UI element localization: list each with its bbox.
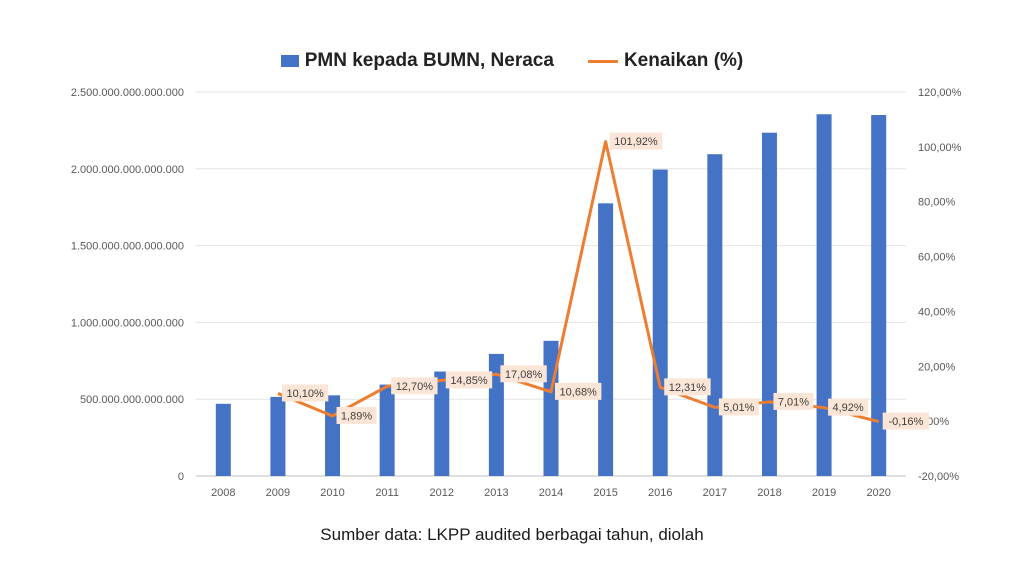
right-axis-tick-label: -20,00% [918, 471, 959, 483]
data-label: 10,10% [286, 388, 324, 400]
x-axis-tick-label: 2012 [430, 487, 454, 499]
data-label-bg [336, 406, 377, 424]
data-label-bg [718, 398, 759, 416]
data-label: 12,31% [669, 382, 707, 394]
bar [652, 169, 668, 476]
right-axis-tick-label: 20,00% [918, 361, 956, 373]
legend-item-bar: PMN kepada BUMN, Neraca [280, 50, 554, 72]
data-label: 101,92% [614, 136, 658, 148]
bar [707, 154, 723, 476]
bar [761, 132, 777, 477]
x-axis-tick-label: 2019 [812, 487, 836, 499]
right-axis-tick-label: 120,00% [918, 87, 962, 99]
data-label: 12,70% [396, 381, 434, 393]
x-axis-tick-label: 2009 [266, 487, 290, 499]
bar [215, 403, 231, 476]
bar [434, 371, 450, 476]
line-series [277, 140, 880, 424]
bar [379, 384, 395, 476]
x-axis-tick-label: 2017 [703, 487, 727, 499]
left-axis-tick-label: 1.500.000.000.000.000 [71, 241, 184, 253]
data-label: 7,01% [778, 396, 809, 408]
bar [871, 115, 887, 476]
data-label: 17,08% [505, 369, 543, 381]
x-axis-tick-label: 2016 [648, 487, 672, 499]
x-axis-tick-label: 2008 [211, 487, 235, 499]
x-axis-tick-label: 2010 [320, 487, 344, 499]
x-axis-tick-label: 2011 [375, 487, 399, 499]
data-label-bg [391, 377, 438, 395]
legend-swatch-bar [280, 55, 299, 67]
x-axis-tick-label: 2018 [757, 487, 781, 499]
x-axis-tick-label: 2015 [593, 487, 617, 499]
data-label-bg [500, 365, 547, 383]
source-note: Sumber data: LKPP audited berbagai tahun… [320, 525, 704, 544]
data-label: 1,89% [341, 410, 372, 422]
x-axis-tick-label: 2020 [866, 487, 890, 499]
data-label-bg [445, 371, 493, 389]
data-label-bg [773, 392, 814, 410]
right-axis-tick-label: 60,00% [918, 252, 956, 264]
data-label-bg [609, 132, 663, 150]
left-axis-tick-label: 2.500.000.000.000.000 [71, 87, 184, 99]
left-axis-tick-label: 0 [178, 471, 184, 483]
legend-label-line: Kenaikan (%) [623, 50, 744, 71]
right-axis-tick-label: 100,00% [918, 142, 962, 154]
data-label: 4,92% [832, 402, 863, 414]
data-label: 14,85% [450, 375, 488, 387]
data-label-bg [664, 378, 711, 396]
data-label-bg [281, 384, 329, 402]
chart-legend: PMN kepada BUMN, Neraca Kenaikan (%) [0, 50, 1024, 72]
x-axis-tick-label: 2013 [484, 487, 508, 499]
right-axis-tick-label: 80,00% [918, 197, 956, 209]
bar [270, 396, 286, 476]
legend-label-bar: PMN kepada BUMN, Neraca [304, 50, 554, 71]
bar [598, 203, 614, 477]
data-label-bg [828, 398, 869, 416]
right-axis-tick-label: 40,00% [918, 306, 956, 318]
data-label-bg [882, 412, 930, 430]
x-axis-tick-label: 2014 [539, 487, 563, 499]
bar [488, 353, 504, 476]
left-axis-tick-label: 1.000.000.000.000.000 [71, 317, 184, 329]
legend-swatch-line [587, 59, 618, 63]
legend-item-line: Kenaikan (%) [587, 50, 744, 72]
data-label: -0,16% [888, 416, 923, 428]
left-axis-tick-label: 500.000.000.000.000 [80, 394, 184, 406]
data-label: 10,68% [560, 386, 598, 398]
left-axis-tick-label: 2.000.000.000.000.000 [71, 164, 184, 176]
bar [816, 114, 832, 476]
data-label: 5,01% [723, 402, 754, 414]
data-label-bg [555, 382, 602, 400]
